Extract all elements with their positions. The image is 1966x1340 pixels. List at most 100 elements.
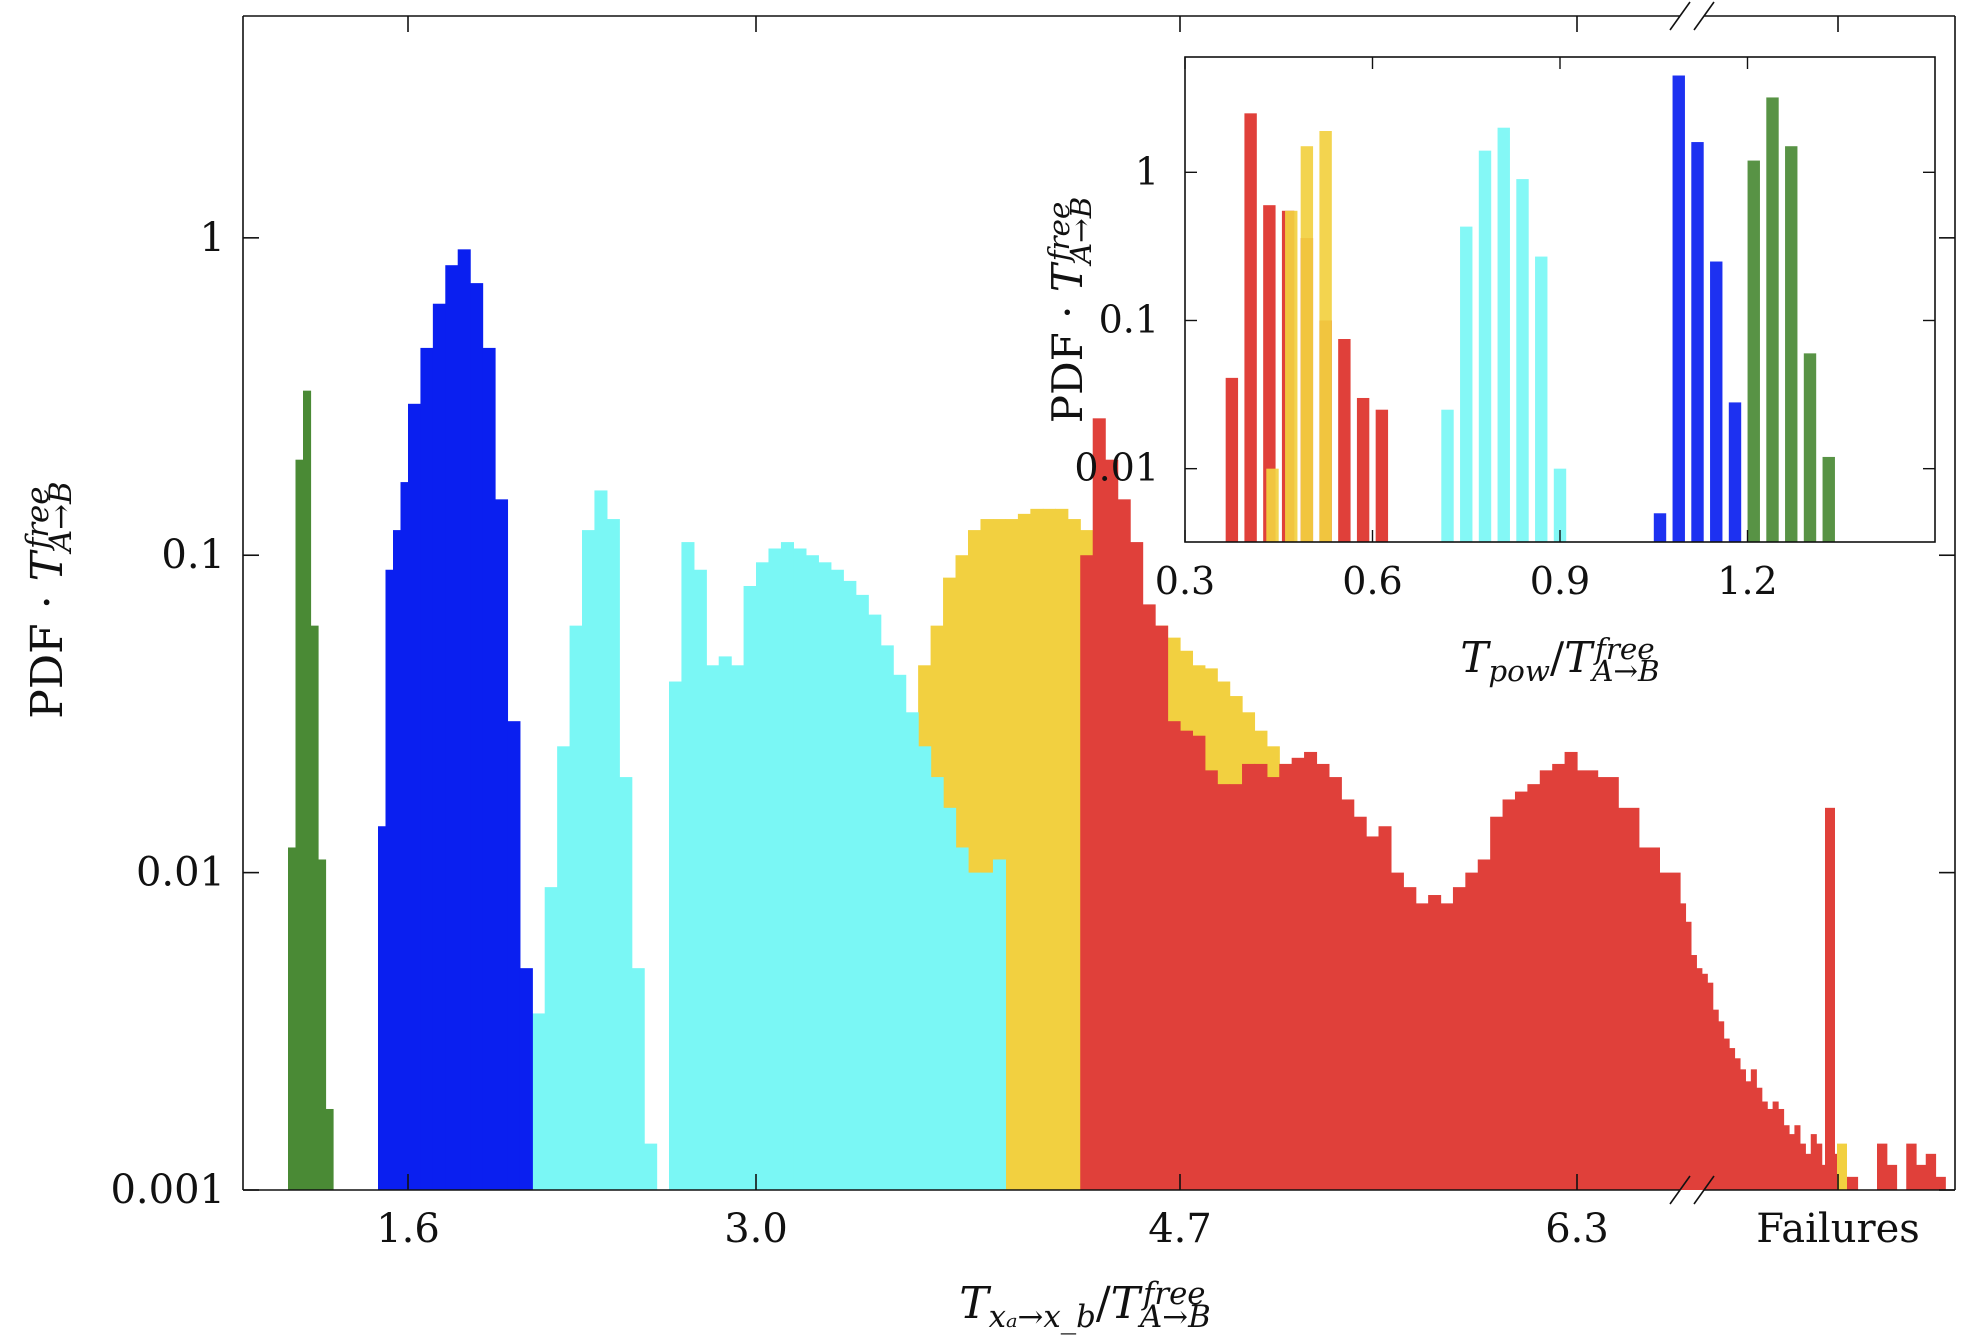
- main-bar: [378, 826, 387, 1190]
- main-bar: [1680, 903, 1687, 1190]
- main-bar: [619, 777, 633, 1190]
- main-bar: [905, 712, 919, 1190]
- main-bar: [1465, 872, 1479, 1190]
- main-bar: [1539, 770, 1553, 1190]
- main-bar: [594, 490, 608, 1190]
- main-bar: [743, 585, 757, 1190]
- main-bar: [1403, 887, 1417, 1190]
- inset-bar: [1460, 226, 1473, 542]
- main-bar: [303, 390, 312, 1190]
- main-bar: [470, 283, 484, 1190]
- main-bar: [1440, 903, 1454, 1190]
- main-bar: [780, 542, 795, 1190]
- main-y-tick-label: 0.01: [136, 850, 225, 896]
- main-bar: [519, 968, 533, 1190]
- main-x-tick-label: 3.0: [724, 1206, 788, 1252]
- main-bar: [408, 403, 422, 1190]
- inset-bar: [1300, 146, 1314, 542]
- main-bar: [400, 482, 409, 1191]
- main-bar: [495, 499, 509, 1191]
- main-bar: [1217, 784, 1231, 1190]
- main-bar: [843, 580, 857, 1190]
- main-x-tick-label: Failures: [1756, 1206, 1920, 1252]
- main-bar: [1167, 721, 1181, 1190]
- main-bar: [1750, 1069, 1757, 1190]
- main-bar: [1291, 757, 1305, 1190]
- main-series-2: [532, 490, 1007, 1190]
- main-bar: [1805, 1153, 1812, 1190]
- main-bar: [968, 872, 982, 1190]
- main-bar: [1030, 508, 1044, 1191]
- inset-bar: [1375, 409, 1389, 542]
- main-bar: [432, 303, 446, 1191]
- inset-x-axis-label: Tpow/TA→Bfree: [1460, 632, 1659, 688]
- main-y-tick-label: 0.001: [110, 1167, 225, 1213]
- main-bar: [631, 968, 645, 1190]
- main-bar: [756, 562, 770, 1190]
- main-bar: [325, 1108, 334, 1190]
- main-bar: [318, 859, 327, 1190]
- inset-bar: [1497, 127, 1510, 542]
- main-bar: [1659, 872, 1681, 1190]
- main-bar: [1816, 1143, 1823, 1190]
- main-bar: [992, 859, 1007, 1190]
- main-bar: [1527, 784, 1541, 1190]
- main-bar: [1734, 1058, 1741, 1190]
- main-bar: [393, 530, 402, 1190]
- inset-bar: [1266, 468, 1279, 542]
- main-bar: [1117, 499, 1131, 1191]
- main-bar: [1005, 519, 1019, 1190]
- main-bar: [1761, 1101, 1768, 1190]
- main-bar: [1042, 508, 1056, 1191]
- inset-bar: [1338, 339, 1351, 542]
- main-bar: [457, 249, 471, 1191]
- main-bar: [1155, 625, 1169, 1190]
- main-bar: [606, 519, 620, 1190]
- inset-bar: [1785, 146, 1798, 542]
- inset-x-tick-labels: 0.3 0.6 0.9 1.2: [1155, 559, 1778, 603]
- main-bar: [1080, 555, 1094, 1190]
- axis-break-mark: [1693, 1175, 1715, 1205]
- main-bar: [1328, 777, 1342, 1190]
- main-bar: [1886, 1164, 1898, 1190]
- main-bar: [1366, 836, 1380, 1190]
- main-bar: [943, 807, 957, 1190]
- inset-series-3: [1653, 75, 1742, 542]
- main-y-tick-label: 0.1: [161, 532, 225, 578]
- main-bar: [793, 548, 807, 1190]
- main-bar: [1105, 459, 1119, 1190]
- main-bar: [295, 459, 304, 1190]
- main-bar: [1935, 1176, 1946, 1190]
- inset-bar: [1285, 210, 1298, 542]
- main-bar: [768, 548, 782, 1190]
- main-bar: [1017, 513, 1031, 1190]
- inset-bar: [1478, 150, 1492, 542]
- main-bar: [1254, 763, 1268, 1190]
- inset-bar: [1672, 75, 1685, 542]
- inset-y-tick-label: 1: [1135, 149, 1159, 193]
- inset-bar: [1653, 513, 1667, 542]
- main-bar: [669, 681, 683, 1190]
- main-bar: [1718, 1021, 1725, 1190]
- inset-y-tick-labels: 0.01 0.1 1: [1074, 149, 1159, 489]
- main-bar: [1415, 903, 1429, 1190]
- main-bar: [1055, 508, 1069, 1191]
- main-bar: [1729, 1048, 1736, 1190]
- main-bar: [980, 872, 994, 1190]
- inset-y-tick-label: 0.1: [1099, 297, 1159, 341]
- main-bar: [1783, 1125, 1790, 1190]
- inset-x-tick-label: 1.2: [1717, 559, 1777, 603]
- inset-bar: [1441, 409, 1454, 542]
- axis-break-mark: [1669, 1, 1691, 31]
- inset-series-4: [1747, 97, 1835, 542]
- main-plot-frame: [242, 1, 1956, 1205]
- main-bar: [1180, 730, 1194, 1190]
- main-bar: [310, 625, 319, 1190]
- inset-bar: [1553, 468, 1567, 542]
- main-bar: [644, 1143, 658, 1190]
- inset-bar: [1244, 113, 1257, 542]
- main-bar: [1204, 770, 1218, 1190]
- main-bar: [1192, 735, 1206, 1190]
- main-bar: [1490, 816, 1504, 1190]
- main-bar: [1452, 887, 1466, 1190]
